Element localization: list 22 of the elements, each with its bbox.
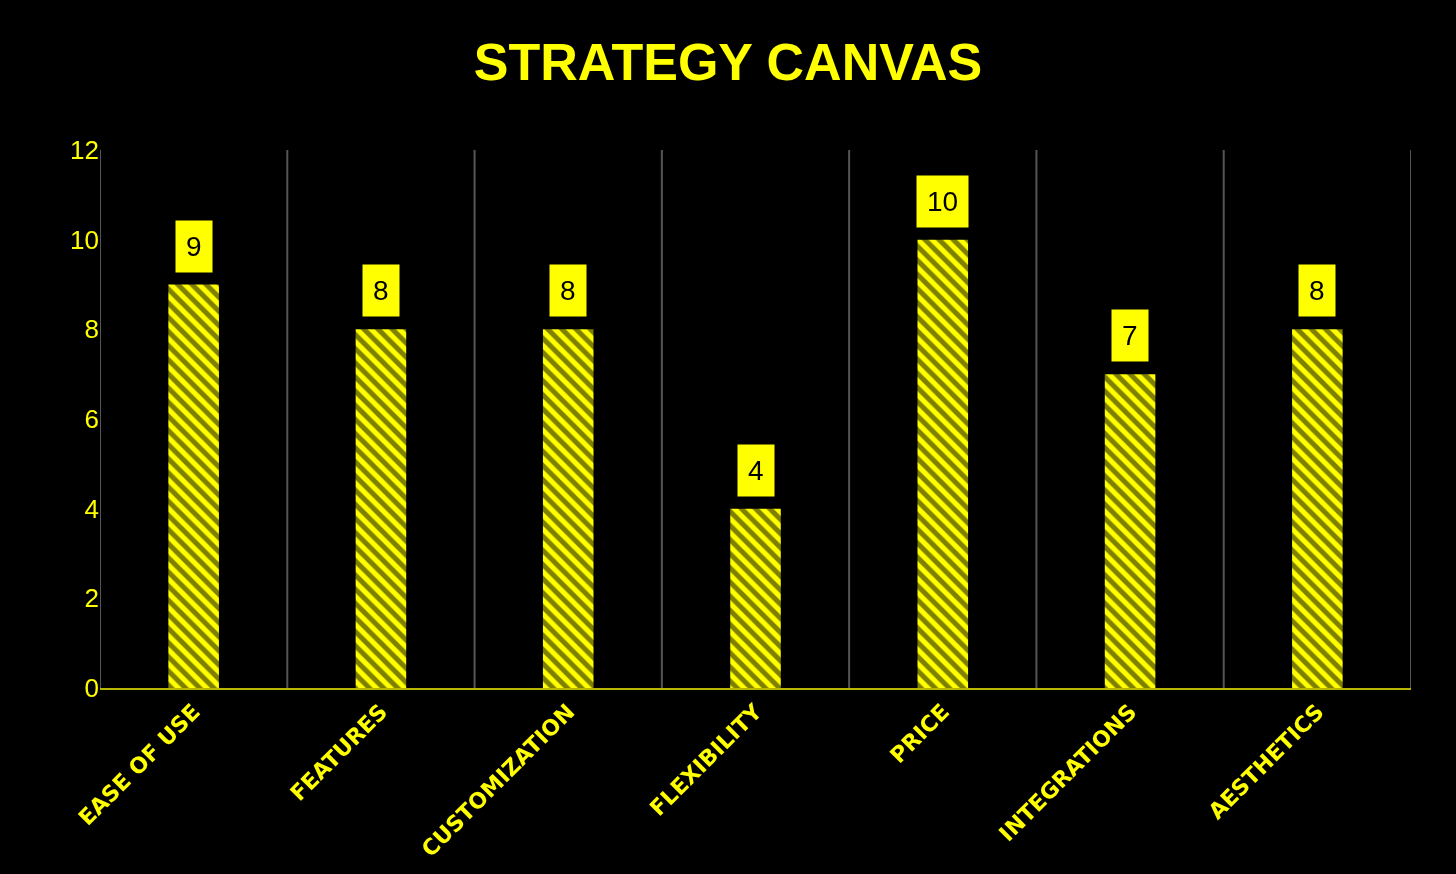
bar bbox=[730, 508, 781, 688]
y-tick-label: 12 bbox=[70, 135, 99, 166]
y-tick-label: 4 bbox=[84, 493, 99, 524]
y-tick-label: 0 bbox=[84, 673, 99, 704]
bar bbox=[542, 329, 594, 688]
y-tick-label: 2 bbox=[84, 583, 99, 614]
y-tick-label: 10 bbox=[70, 224, 99, 255]
bar bbox=[1104, 374, 1156, 688]
data-label: 10 bbox=[927, 186, 959, 217]
data-label: 7 bbox=[1122, 320, 1138, 351]
data-label: 8 bbox=[1309, 275, 1325, 306]
bar bbox=[917, 239, 969, 688]
data-label: 8 bbox=[373, 275, 389, 306]
y-tick-label: 6 bbox=[84, 404, 99, 435]
bar bbox=[1292, 329, 1343, 688]
data-label: 4 bbox=[748, 455, 764, 486]
chart-title: STRATEGY CANVAS bbox=[473, 33, 983, 92]
data-label: 8 bbox=[560, 275, 576, 306]
bar bbox=[168, 284, 219, 688]
bar bbox=[355, 329, 407, 688]
data-label: 9 bbox=[186, 231, 202, 262]
y-tick-label: 8 bbox=[84, 314, 99, 345]
